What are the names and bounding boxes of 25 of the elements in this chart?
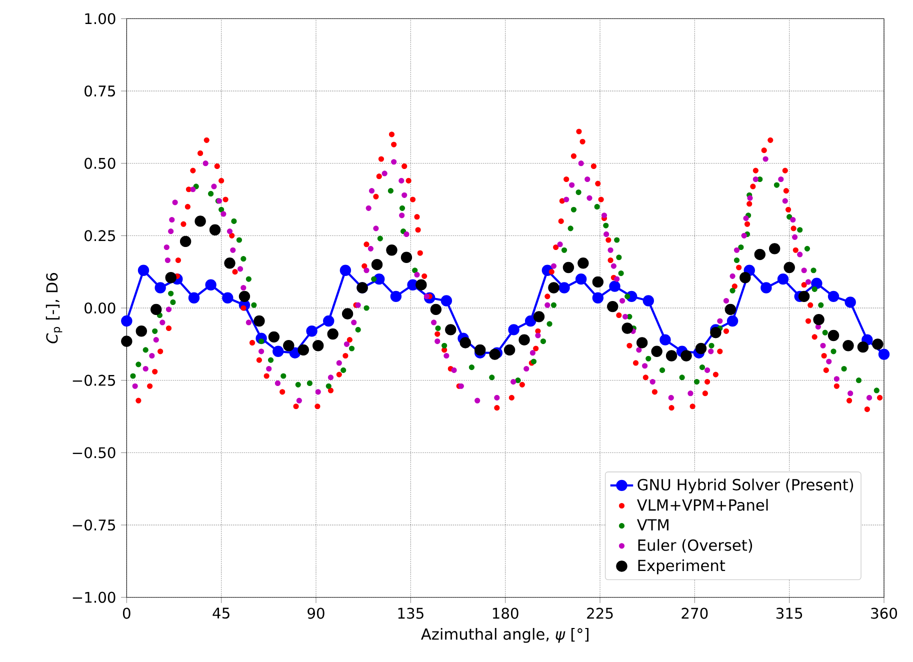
legend-label: Euler (Overset) <box>638 539 752 553</box>
y-tick-label: −0.25 <box>72 374 115 386</box>
x-tick-label: 90 <box>308 608 324 619</box>
legend-label: GNU Hybrid Solver (Present) <box>638 478 854 494</box>
x-tick-label: 135 <box>398 608 424 619</box>
y-tick-label: 0.00 <box>84 302 116 314</box>
x-tick-label: 270 <box>682 608 708 619</box>
x-tick-label: 360 <box>871 608 898 619</box>
legend-label: VLM+VPM+Panel <box>636 498 768 511</box>
x-axis-title: Azimuthal angle, ψ [°] <box>421 628 588 643</box>
x-tick-label: 315 <box>776 608 802 619</box>
y-tick-label: 0.25 <box>84 230 115 242</box>
legend-label: VTM <box>636 519 668 530</box>
y-axis-title: C$_{p}$ [-], D6 <box>46 273 62 344</box>
y-tick-label: −1.00 <box>72 592 116 603</box>
legend-label: Experiment <box>638 559 726 574</box>
x-tick-label: 225 <box>587 608 613 619</box>
y-tick-label: 1.00 <box>85 13 116 24</box>
x-tick-label: 0 <box>122 608 130 619</box>
y-tick-label: −0.50 <box>72 447 116 458</box>
y-tick-label: 0.75 <box>84 85 115 97</box>
x-tick-label: 180 <box>492 608 518 619</box>
x-tick-label: 45 <box>212 608 230 619</box>
y-tick-label: 0.50 <box>84 158 116 169</box>
y-tick-label: −0.75 <box>72 519 115 531</box>
